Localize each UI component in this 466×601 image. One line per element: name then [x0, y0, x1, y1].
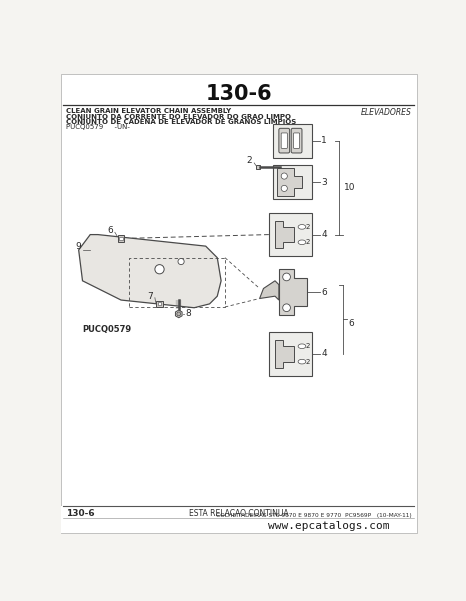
Text: 6: 6	[108, 226, 113, 235]
Circle shape	[281, 185, 288, 192]
Text: 2: 2	[305, 359, 309, 365]
Polygon shape	[269, 213, 312, 256]
Bar	[118, 236, 124, 242]
Polygon shape	[175, 310, 182, 318]
Bar	[61, 507, 417, 533]
Text: 10: 10	[344, 183, 356, 192]
Ellipse shape	[298, 344, 306, 349]
Polygon shape	[274, 124, 312, 157]
Circle shape	[283, 273, 290, 281]
Text: CONJUNTO DE CADENA DE ELEVADOR DE GRANOS LIMPIOS: CONJUNTO DE CADENA DE ELEVADOR DE GRANOS…	[66, 119, 296, 125]
Text: 2: 2	[305, 343, 309, 349]
Text: CLEAN GRAIN ELEVATOR CHAIN ASSEMBLY: CLEAN GRAIN ELEVATOR CHAIN ASSEMBLY	[66, 108, 231, 114]
Bar	[157, 301, 163, 307]
FancyBboxPatch shape	[291, 129, 302, 153]
Text: 4: 4	[321, 349, 327, 358]
Polygon shape	[269, 332, 312, 376]
FancyBboxPatch shape	[279, 129, 290, 153]
Circle shape	[178, 258, 184, 264]
Text: 6: 6	[321, 288, 327, 297]
FancyBboxPatch shape	[294, 133, 300, 148]
Text: 1: 1	[321, 136, 327, 145]
Circle shape	[155, 264, 164, 274]
Text: 6: 6	[348, 319, 354, 328]
Text: 130-6: 130-6	[66, 508, 94, 517]
Bar	[158, 302, 161, 305]
Text: ESTA RELACAO CONTINUA: ESTA RELACAO CONTINUA	[189, 508, 288, 517]
Text: PUCQ0579: PUCQ0579	[82, 326, 131, 334]
FancyBboxPatch shape	[281, 133, 288, 148]
Polygon shape	[279, 269, 308, 316]
Circle shape	[281, 173, 288, 179]
Circle shape	[283, 304, 290, 311]
Text: CONJUNTO DA CORRENTE DO ELEVADOR DO GRAO LIMPO: CONJUNTO DA CORRENTE DO ELEVADOR DO GRAO…	[66, 114, 291, 120]
Polygon shape	[274, 165, 312, 199]
Bar	[119, 237, 123, 240]
Text: ELEVADORES: ELEVADORES	[361, 108, 412, 117]
Text: www.epcatalogs.com: www.epcatalogs.com	[268, 522, 390, 531]
Text: 8: 8	[185, 310, 191, 319]
Text: 2: 2	[305, 239, 309, 245]
Text: 3: 3	[321, 178, 327, 187]
Text: 4: 4	[321, 230, 327, 239]
Polygon shape	[79, 234, 221, 308]
Text: 2: 2	[247, 156, 252, 165]
Text: 2: 2	[305, 224, 309, 230]
Circle shape	[177, 312, 181, 316]
Ellipse shape	[298, 240, 306, 245]
Text: 7: 7	[148, 291, 153, 300]
Ellipse shape	[298, 225, 306, 229]
Polygon shape	[275, 340, 294, 368]
Ellipse shape	[298, 359, 306, 364]
Polygon shape	[275, 221, 294, 248]
Text: 130-6: 130-6	[206, 85, 272, 105]
Polygon shape	[276, 168, 302, 196]
Text: 9: 9	[75, 242, 81, 251]
Bar	[256, 165, 260, 169]
Text: PUCQ0579     -UN-: PUCQ0579 -UN-	[66, 124, 130, 130]
Text: COLHEITADEIRAS STS 9670 E 9870 E 9770  PC9569P   (10-MAY-11): COLHEITADEIRAS STS 9670 E 9870 E 9770 PC…	[216, 513, 412, 518]
Polygon shape	[260, 281, 279, 300]
